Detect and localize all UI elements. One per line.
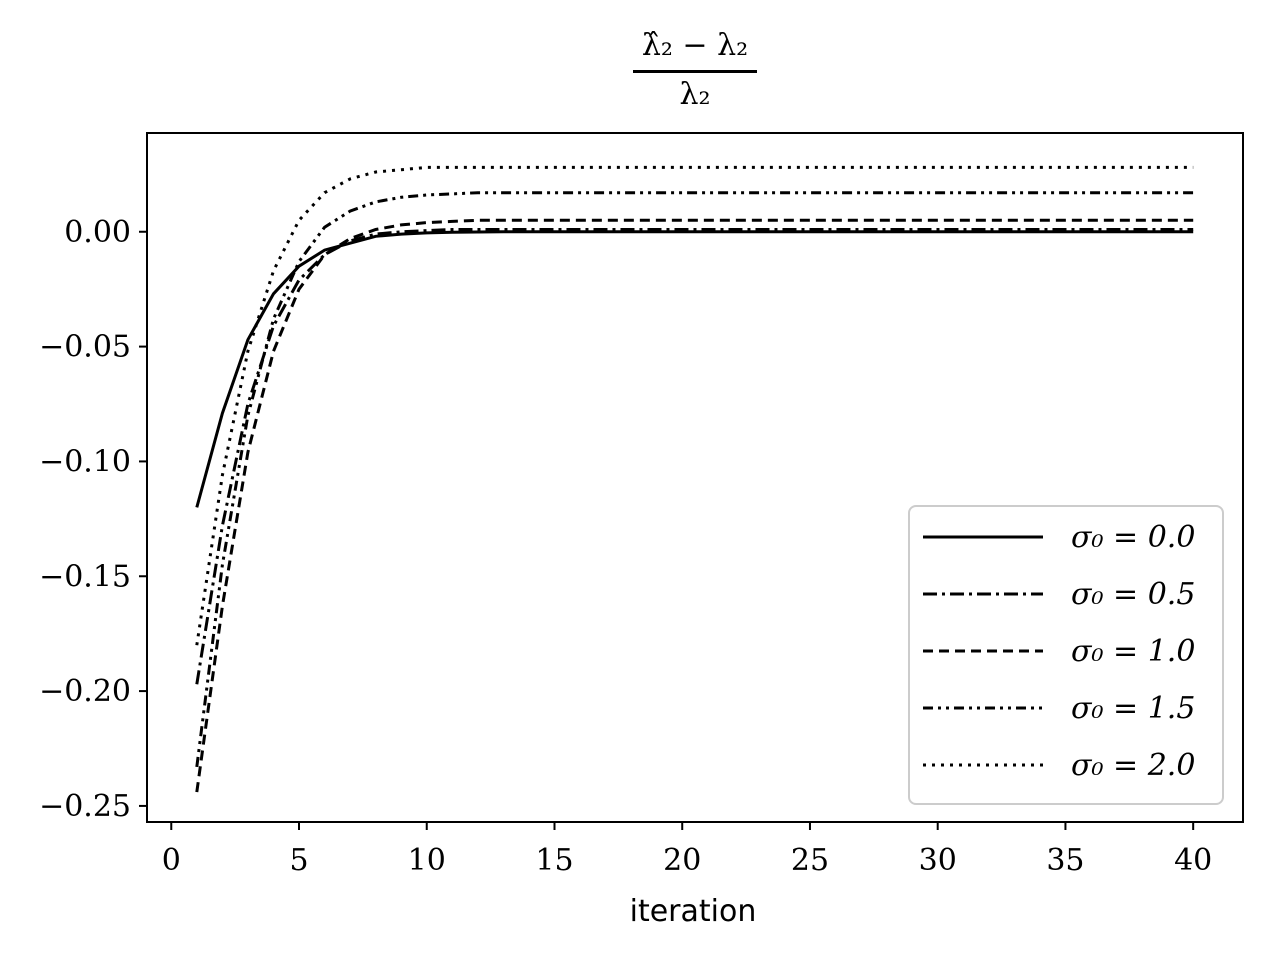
x-axis-label: iteration: [630, 894, 757, 929]
legend-box: [908, 505, 1224, 805]
x-tick-label: 40: [1174, 843, 1212, 878]
plot-area: [195, 165, 1194, 793]
y-tick-label: −0.05: [39, 330, 131, 365]
x-tick-label: 5: [289, 843, 308, 878]
y-tick-label: −0.10: [39, 444, 131, 479]
x-tick-label: 15: [535, 843, 573, 878]
chart-title: λ̂₂ − λ₂ λ₂: [595, 24, 795, 117]
series-line-2: [195, 218, 1194, 793]
legend-label-3: σ₀ = 1.5: [1071, 691, 1195, 726]
plot-frame: [146, 132, 1244, 823]
series-line-3: [195, 191, 1194, 768]
legend-label-0: σ₀ = 0.0: [1071, 520, 1195, 555]
axes: 0 5 10 15 20 25 30 35 40 0.00 −0.05 −0.10 −0.15 −0.20…: [39, 132, 1244, 878]
y-tick-label: −0.15: [39, 559, 131, 594]
y-tick-label: 0.00: [64, 215, 131, 250]
series-line-1: [195, 228, 1194, 685]
y-tick-label: −0.25: [39, 789, 131, 824]
chart-title-denominator: λ₂: [679, 77, 711, 112]
x-tick-label: 25: [791, 843, 829, 878]
chart-title-numerator: λ̂₂ − λ₂: [641, 28, 749, 63]
x-tick-label: 10: [408, 843, 446, 878]
x-tick-label: 30: [919, 843, 957, 878]
x-tick-label: 0: [162, 843, 181, 878]
legend: σ₀ = 0.0 σ₀ = 0.5 σ₀ = 1.0 σ₀ = 1.5 σ₀ = 2.0: [908, 505, 1224, 805]
legend-label-4: σ₀ = 2.0: [1071, 748, 1195, 783]
legend-label-2: σ₀ = 1.0: [1071, 634, 1195, 669]
x-tick-label: 20: [663, 843, 701, 878]
series-line-0: [195, 230, 1194, 508]
y-tick-label: −0.20: [39, 674, 131, 709]
x-tick-label: 35: [1046, 843, 1084, 878]
chart-title-fraction-bar: [633, 70, 757, 73]
legend-label-1: σ₀ = 0.5: [1071, 577, 1195, 612]
